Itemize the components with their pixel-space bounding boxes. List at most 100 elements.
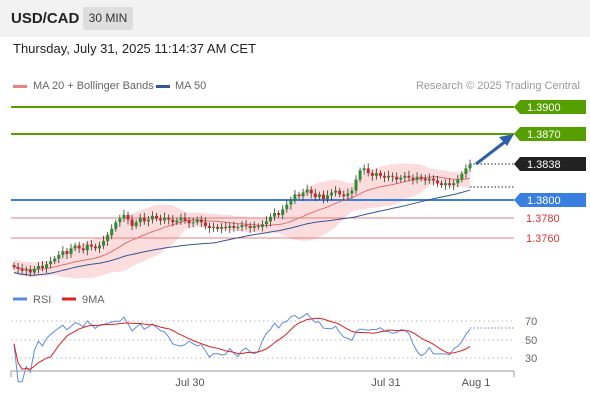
candle-body <box>354 179 358 191</box>
candle-body <box>232 226 236 228</box>
level-label-text-1-3780: 1.3780 <box>526 213 560 225</box>
ma50-legend-swatch <box>156 85 170 88</box>
candle-body <box>159 218 163 221</box>
candle-body <box>191 222 195 224</box>
research-credit: Research © 2025 Trading Central <box>415 80 580 92</box>
x-axis-label-jul30: Jul 30 <box>175 377 204 389</box>
candle-body <box>49 261 53 265</box>
candle-body <box>407 175 411 178</box>
candle-body <box>134 222 138 227</box>
candle-body <box>444 183 448 186</box>
rsi-line <box>13 312 471 383</box>
x-axis-label-jul31: Jul 31 <box>371 377 400 389</box>
candle-body <box>378 173 382 176</box>
level-label-text-1-3760: 1.3760 <box>526 233 560 245</box>
candle-body <box>138 217 142 223</box>
candle-body <box>313 193 317 198</box>
candle-body <box>41 266 44 268</box>
candle-body <box>199 219 203 223</box>
candle-body <box>423 178 427 181</box>
candle-body <box>309 189 313 194</box>
candle-body <box>187 220 191 224</box>
candle-body <box>240 225 244 227</box>
candle-body <box>220 226 224 229</box>
candle-body <box>264 221 268 225</box>
x-axis-label-aug1: Aug 1 <box>462 377 491 389</box>
candle-body <box>440 183 443 186</box>
candle-body <box>118 218 122 223</box>
ma50-line <box>13 189 471 276</box>
candle-body <box>468 164 472 169</box>
candle-body <box>334 190 338 193</box>
rsi-legend-label: RSI <box>33 294 51 306</box>
candle-body <box>448 183 452 186</box>
candle-body <box>252 226 256 228</box>
candle-body <box>289 200 293 205</box>
candle-body <box>93 246 97 249</box>
candle-body <box>244 225 248 227</box>
candle-body <box>411 177 415 180</box>
candle-body <box>464 168 468 174</box>
candle-body <box>212 226 215 228</box>
candle-body <box>452 183 456 186</box>
candle-body <box>195 219 199 223</box>
candle-body <box>98 245 101 249</box>
candle-body <box>305 189 309 193</box>
candle-body <box>236 226 240 228</box>
candle-body <box>338 190 342 195</box>
candle-body <box>293 194 297 200</box>
candle-body <box>150 215 154 220</box>
candle-body <box>383 175 386 178</box>
ma20-legend-swatch <box>13 85 27 88</box>
projection-arrow <box>475 134 514 166</box>
candle-body <box>69 248 73 254</box>
candle-body <box>61 251 65 255</box>
timeframe-button[interactable]: 30 MIN <box>83 7 133 30</box>
candle-body <box>301 192 305 197</box>
candle-body <box>81 248 85 251</box>
candle-body <box>110 228 114 236</box>
candle-body <box>317 194 321 198</box>
rsi-level-label-50: 50 <box>525 335 537 347</box>
candle-body <box>142 217 146 222</box>
candle-body <box>403 175 407 178</box>
candle-body <box>179 217 183 221</box>
candle-body <box>130 219 134 227</box>
level-label-text-1-3900: 1.3900 <box>527 102 561 114</box>
candles <box>12 159 472 277</box>
rsi-level-label-70: 70 <box>525 316 537 328</box>
candle-body <box>330 192 334 196</box>
chart-header: USD/CAD 30 MIN <box>0 0 590 37</box>
candle-body <box>146 219 150 222</box>
candle-body <box>73 245 77 249</box>
symbol-title: USD/CAD <box>11 10 80 27</box>
candle-body <box>24 269 28 271</box>
candle-body <box>102 240 106 246</box>
candle-body <box>374 173 378 176</box>
candle-body <box>16 266 20 269</box>
candle-body <box>228 226 232 228</box>
candle-body <box>224 226 228 228</box>
candle-body <box>460 173 464 180</box>
candle-body <box>256 226 260 228</box>
candle-body <box>65 251 69 254</box>
ma50-legend-label: MA 50 <box>175 80 207 92</box>
candle-body <box>77 245 81 249</box>
candle-body <box>321 194 325 200</box>
candle-body <box>203 222 207 227</box>
candle-body <box>122 214 126 219</box>
candle-body <box>370 173 374 176</box>
candle-body <box>183 217 187 221</box>
candle-body <box>45 264 49 268</box>
candle-body <box>106 235 110 241</box>
rsi-ma-legend-label: 9MA <box>82 294 105 306</box>
candle-body <box>366 168 370 174</box>
candle-body <box>456 179 460 184</box>
chart-datetime: Thursday, July 31, 2025 11:14:37 AM CET <box>13 41 257 56</box>
candle-body <box>216 226 220 229</box>
candle-body <box>387 175 391 178</box>
candle-body <box>350 190 354 194</box>
candle-body <box>285 204 289 210</box>
candle-body <box>419 176 423 179</box>
